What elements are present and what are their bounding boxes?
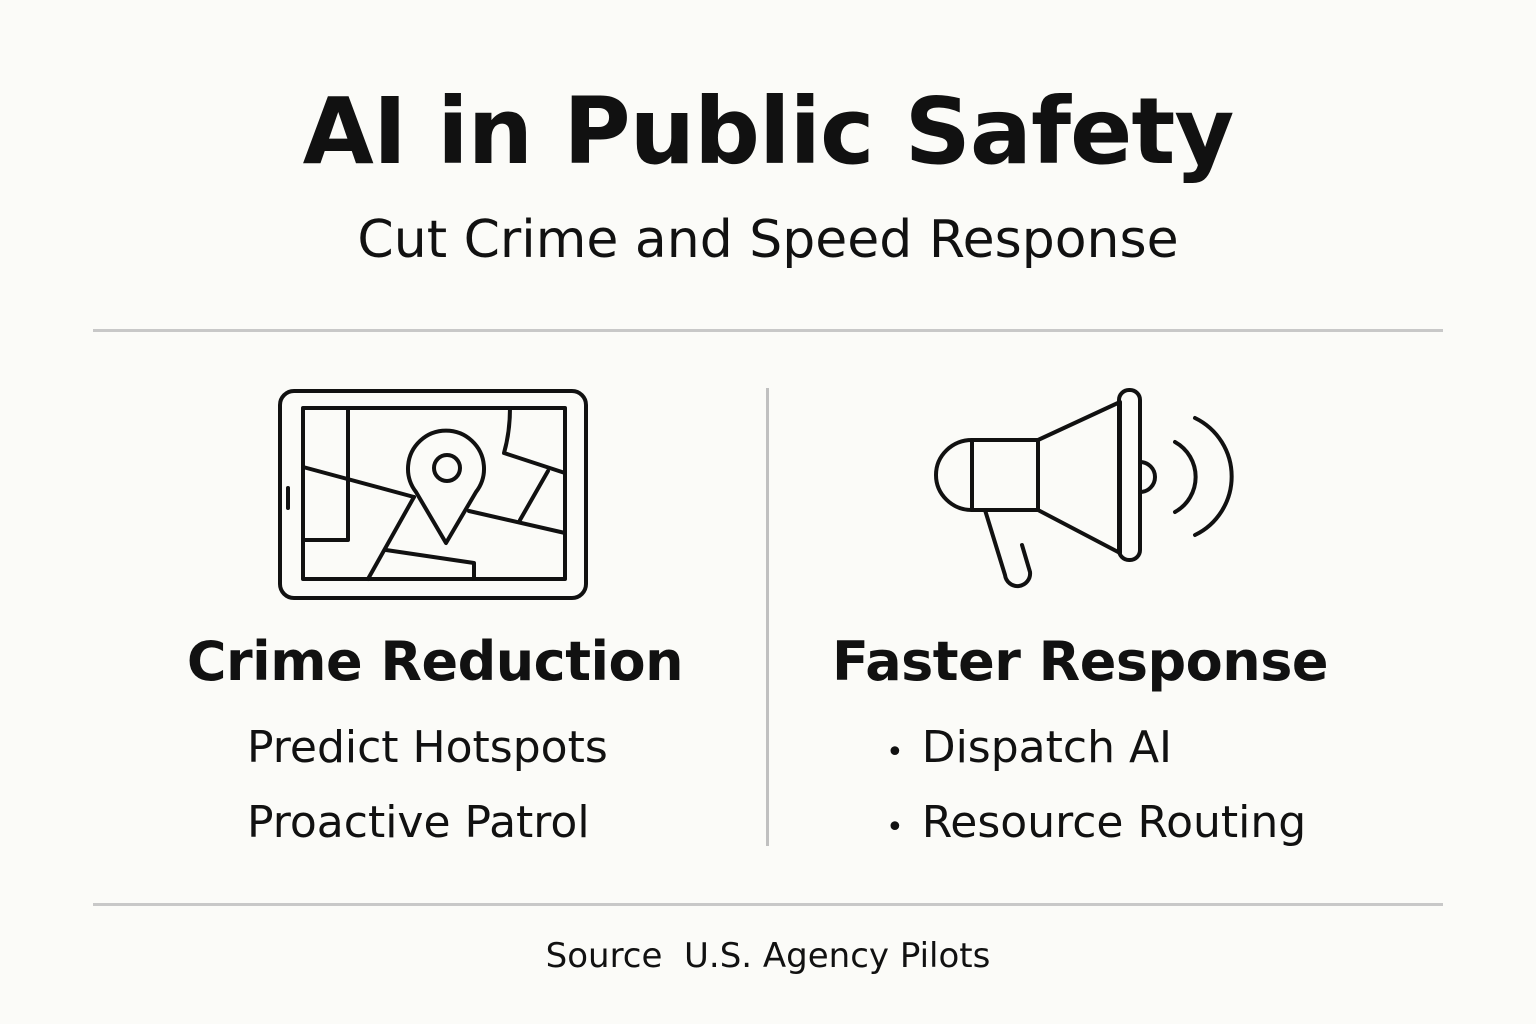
page-title: AI in Public Safety [302, 78, 1235, 185]
list-item: Predict Hotspots [247, 722, 608, 773]
column-divider [766, 388, 769, 846]
page-subtitle: Cut Crime and Speed Response [357, 210, 1179, 270]
source-note: Source U.S. Agency Pilots [545, 936, 991, 976]
list-item-label: Dispatch AI [921, 722, 1173, 773]
list-item-label: Resource Routing [921, 797, 1307, 848]
faster-response-heading: Faster Response [832, 630, 1328, 693]
megaphone-icon [934, 388, 1234, 589]
bottom-divider [93, 903, 1443, 906]
list-item: • Resource Routing [886, 797, 1306, 848]
bullet: • [886, 810, 904, 845]
crime-reduction-heading: Crime Reduction [186, 630, 684, 693]
bullet: • [886, 735, 904, 770]
list-item: • Dispatch AI [886, 722, 1172, 773]
list-item: Proactive Patrol [247, 797, 590, 848]
tablet-map-pin-icon [278, 389, 588, 600]
top-divider [93, 329, 1443, 332]
